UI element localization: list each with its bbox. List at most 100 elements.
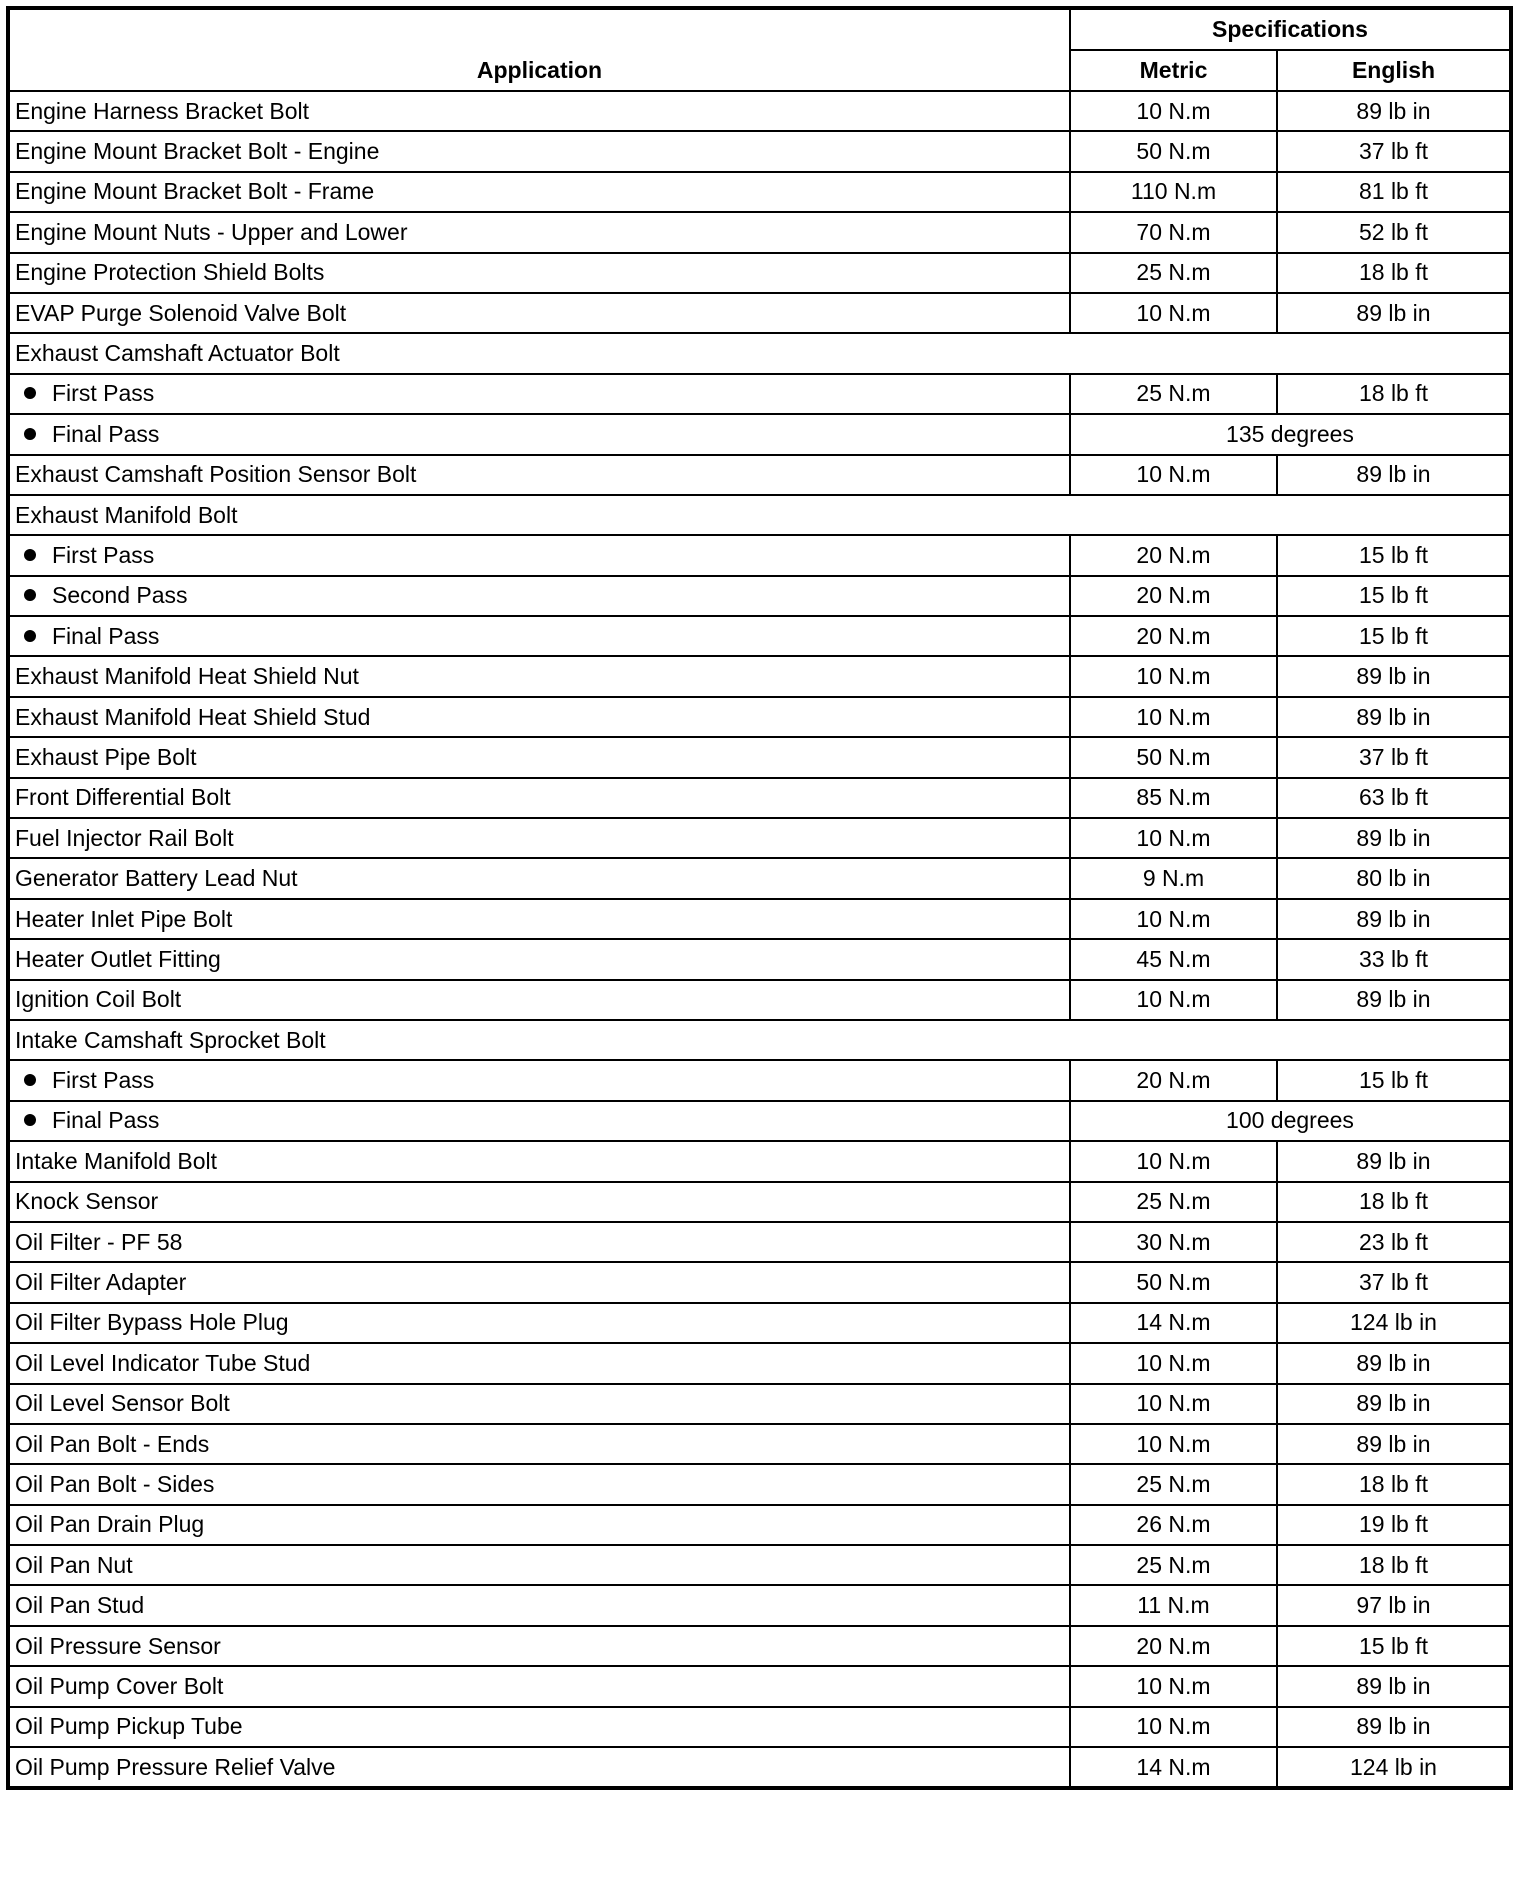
english-cell-text: 89 lb in: [1356, 1713, 1431, 1740]
application-text: Second Pass: [52, 582, 188, 609]
header-metric: Metric: [1069, 49, 1278, 92]
application-cell: Oil Pan Nut: [7, 1544, 1071, 1587]
bullet-icon: [24, 548, 36, 561]
application-cell: Oil Level Indicator Tube Stud: [7, 1342, 1071, 1385]
table-row: First Pass 20 N.m 15 lb ft: [7, 534, 1512, 577]
english-cell: 15 lb ft: [1276, 1624, 1512, 1668]
application-text: First Pass: [52, 541, 155, 568]
table-row: Exhaust Manifold Heat Shield Stud 10 N.m 8…: [7, 695, 1512, 739]
application-cell: Exhaust Camshaft Position Sensor Bolt: [7, 453, 1071, 496]
english-cell: 97 lb in: [1276, 1584, 1512, 1627]
english-cell-text: 89 lb in: [1356, 299, 1431, 326]
application-cell: Engine Mount Nuts - Upper and Lower: [7, 211, 1071, 254]
metric-cell: 9 N.m: [1069, 857, 1278, 900]
metric-cell-text: 10 N.m: [1136, 1672, 1211, 1699]
metric-cell: 25 N.m: [1069, 372, 1278, 416]
english-cell-text: 18 lb ft: [1358, 259, 1429, 286]
english-cell: 15 lb ft: [1276, 534, 1512, 577]
application-cell: First Pass: [7, 1059, 1071, 1102]
english-cell: 89 lb in: [1276, 89, 1512, 133]
application-text: Exhaust Pipe Bolt: [15, 743, 197, 770]
english-cell-text: 89 lb in: [1356, 461, 1431, 488]
metric-cell: 25 N.m: [1069, 1463, 1278, 1506]
metric-cell-text: 9 N.m: [1142, 865, 1205, 892]
application-cell: Engine Harness Bracket Bolt: [7, 89, 1071, 133]
english-cell: 89 lb in: [1276, 1342, 1512, 1385]
bullet-icon: [24, 1114, 36, 1127]
application-cell: Exhaust Manifold Heat Shield Stud: [7, 695, 1071, 739]
application-text: Oil Pan Stud: [15, 1592, 145, 1619]
english-cell: 18 lb ft: [1276, 1180, 1512, 1223]
application-text: Oil Pump Pressure Relief Valve: [15, 1753, 336, 1780]
table-row: First Pass 20 N.m 15 lb ft: [7, 1059, 1512, 1102]
english-cell: 89 lb in: [1276, 695, 1512, 739]
metric-cell: 110 N.m: [1069, 170, 1278, 214]
table-row: Final Pass 20 N.m 15 lb ft: [7, 615, 1512, 658]
header-row-2: Metric English: [8, 49, 1512, 92]
metric-cell: 10 N.m: [1069, 897, 1278, 941]
english-cell: 18 lb ft: [1276, 251, 1512, 294]
application-text: Engine Protection Shield Bolts: [15, 259, 325, 286]
metric-cell: 20 N.m: [1069, 1059, 1278, 1102]
english-cell-text: 89 lb in: [1356, 905, 1431, 932]
english-cell-text: 15 lb ft: [1358, 1067, 1429, 1094]
english-cell-text: 89 lb in: [1356, 663, 1431, 690]
metric-cell: 10 N.m: [1069, 655, 1278, 698]
metric-cell-text: 20 N.m: [1136, 582, 1211, 609]
header-english: English: [1276, 49, 1512, 92]
english-cell-text: 81 lb ft: [1358, 178, 1429, 205]
metric-cell-text: 20 N.m: [1136, 1632, 1211, 1659]
application-text: Oil Pan Bolt - Sides: [15, 1470, 215, 1497]
metric-cell-text: 25 N.m: [1136, 1551, 1211, 1578]
application-text: Oil Filter - PF 58: [15, 1228, 183, 1255]
metric-cell-text: 26 N.m: [1136, 1511, 1211, 1538]
table-row: Fuel Injector Rail Bolt 10 N.m 89 lb in: [7, 817, 1512, 860]
english-cell-text: 89 lb in: [1356, 1390, 1431, 1417]
english-cell: 89 lb in: [1276, 897, 1512, 941]
metric-cell: 10 N.m: [1069, 291, 1278, 335]
table-row: Oil Level Indicator Tube Stud 10 N.m 89 lb…: [7, 1342, 1512, 1385]
table-row: Oil Pan Bolt - Sides 25 N.m 18 lb ft: [7, 1463, 1512, 1506]
table-row: Exhaust Manifold Bolt: [7, 493, 1512, 537]
application-text: Ignition Coil Bolt: [15, 986, 182, 1013]
metric-cell-text: 50 N.m: [1136, 743, 1211, 770]
english-cell: 63 lb ft: [1276, 776, 1512, 820]
metric-cell: 20 N.m: [1069, 1624, 1278, 1668]
english-cell-text: 33 lb ft: [1358, 945, 1429, 972]
application-cell: Final Pass: [7, 615, 1071, 658]
english-cell-text: 18 lb ft: [1358, 1188, 1429, 1215]
english-cell: 18 lb ft: [1276, 1463, 1512, 1506]
application-cell: Oil Filter Adapter: [7, 1261, 1071, 1304]
table-row: Engine Mount Bracket Bolt - Frame 110 N.m…: [7, 170, 1512, 214]
metric-cell: 10 N.m: [1069, 1382, 1278, 1425]
metric-cell: 20 N.m: [1069, 615, 1278, 658]
english-cell-text: 63 lb ft: [1358, 784, 1429, 811]
table-row: Final Pass 135 degrees: [7, 413, 1512, 456]
english-cell: 81 lb ft: [1276, 170, 1512, 214]
metric-cell-text: 10 N.m: [1136, 663, 1211, 690]
english-cell: 89 lb in: [1276, 1422, 1512, 1466]
bullet-icon: [24, 427, 36, 440]
application-cell: Engine Protection Shield Bolts: [7, 251, 1071, 294]
application-cell: First Pass: [7, 372, 1071, 416]
metric-cell-text: 25 N.m: [1136, 259, 1211, 286]
metric-cell: 30 N.m: [1069, 1220, 1278, 1264]
english-cell-text: 19 lb ft: [1358, 1511, 1429, 1538]
metric-cell-text: 10 N.m: [1136, 824, 1211, 851]
metric-cell: 25 N.m: [1069, 251, 1278, 294]
table-row: Oil Pan Bolt - Ends 10 N.m 89 lb in: [7, 1422, 1512, 1466]
english-cell-text: 89 lb in: [1356, 986, 1431, 1013]
metric-cell: 10 N.m: [1069, 1422, 1278, 1466]
application-cell: Exhaust Camshaft Actuator Bolt: [7, 332, 1512, 375]
application-text: Engine Harness Bracket Bolt: [15, 97, 310, 124]
metric-cell-text: 10 N.m: [1136, 97, 1211, 124]
application-cell: Final Pass: [7, 1099, 1071, 1143]
metric-cell: 25 N.m: [1069, 1180, 1278, 1223]
application-text: Oil Pressure Sensor: [15, 1632, 221, 1659]
application-text: Engine Mount Nuts - Upper and Lower: [15, 218, 408, 245]
english-cell-text: 15 lb ft: [1358, 541, 1429, 568]
application-text: Exhaust Camshaft Position Sensor Bolt: [15, 461, 417, 488]
application-text: Exhaust Manifold Heat Shield Nut: [15, 663, 359, 690]
torque-spec-table: Application Specifications Metric Englis…: [6, 6, 1513, 1791]
english-cell: 18 lb ft: [1276, 1544, 1512, 1587]
